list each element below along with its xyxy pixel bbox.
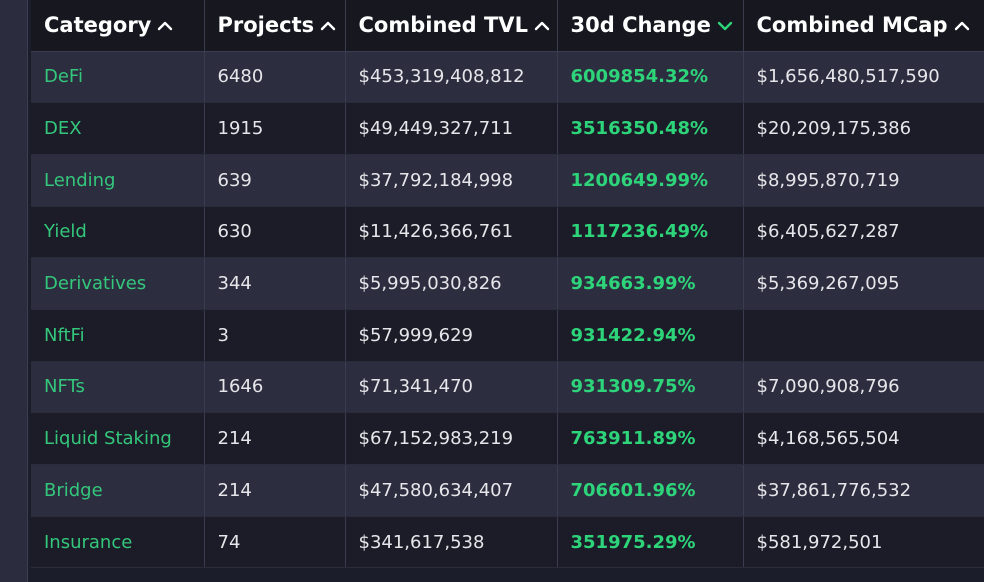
table-row[interactable]: DeFi 6480 $453,319,408,812 6009854.32% $1,65… xyxy=(31,51,984,104)
column-header-30d-change[interactable]: 30d Change xyxy=(557,0,744,52)
cell-projects: 3 xyxy=(204,309,346,362)
cell-category[interactable]: Insurance xyxy=(31,516,205,569)
left-rail xyxy=(0,0,28,582)
cell-combined-tvl: $67,152,983,219 xyxy=(345,412,558,465)
cell-projects: 630 xyxy=(204,206,346,259)
cell-projects: 214 xyxy=(204,412,346,465)
column-header-category[interactable]: Category xyxy=(31,0,205,52)
column-header-label: 30d Change xyxy=(570,13,711,38)
table-row[interactable]: Bridge 214 $47,580,634,407 706601.96% $37,86… xyxy=(31,464,984,517)
cell-30d-change: 931422.94% xyxy=(557,309,744,362)
cell-combined-mcap xyxy=(743,309,984,362)
cell-combined-tvl: $47,580,634,407 xyxy=(345,464,558,517)
cell-combined-mcap: $581,972,501 xyxy=(743,516,984,569)
cell-category[interactable]: Liquid Staking xyxy=(31,412,205,465)
cell-combined-tvl: $5,995,030,826 xyxy=(345,257,558,310)
cell-combined-mcap: $20,209,175,386 xyxy=(743,102,984,155)
table-row[interactable]: Insurance 74 $341,617,538 351975.29% $581,97… xyxy=(31,516,984,569)
chevron-up-icon[interactable] xyxy=(534,18,550,34)
cell-combined-tvl: $37,792,184,998 xyxy=(345,154,558,207)
cell-combined-mcap: $5,369,267,095 xyxy=(743,257,984,310)
cell-combined-mcap: $37,861,776,532 xyxy=(743,464,984,517)
cell-30d-change: 1200649.99% xyxy=(557,154,744,207)
cell-combined-tvl: $453,319,408,812 xyxy=(345,51,558,104)
cell-30d-change: 763911.89% xyxy=(557,412,744,465)
cell-projects: 344 xyxy=(204,257,346,310)
table-row[interactable]: NFTs 1646 $71,341,470 931309.75% $7,090,908,… xyxy=(31,361,984,414)
cell-30d-change: 6009854.32% xyxy=(557,51,744,104)
cell-combined-tvl: $49,449,327,711 xyxy=(345,102,558,155)
cell-combined-tvl: $341,617,538 xyxy=(345,516,558,569)
cell-projects: 214 xyxy=(204,464,346,517)
table-row[interactable]: NftFi 3 $57,999,629 931422.94% xyxy=(31,309,984,362)
cell-category[interactable]: Yield xyxy=(31,206,205,259)
header-row: Category Projects Combined TVL 30d Change Co… xyxy=(31,0,984,52)
categories-table: Category Projects Combined TVL 30d Change Co… xyxy=(31,0,984,569)
cell-category[interactable]: Lending xyxy=(31,154,205,207)
column-header-projects[interactable]: Projects xyxy=(204,0,346,52)
chevron-up-icon[interactable] xyxy=(320,18,336,34)
cell-projects: 1915 xyxy=(204,102,346,155)
cell-combined-mcap: $1,656,480,517,590 xyxy=(743,51,984,104)
cell-projects: 1646 xyxy=(204,361,346,414)
cell-combined-tvl: $11,426,366,761 xyxy=(345,206,558,259)
cell-category[interactable]: NftFi xyxy=(31,309,205,362)
cell-30d-change: 1117236.49% xyxy=(557,206,744,259)
column-header-combined-mcap[interactable]: Combined MCap xyxy=(743,0,984,52)
categories-table-container: Category Projects Combined TVL 30d Change Co… xyxy=(31,0,984,582)
cell-combined-mcap: $8,995,870,719 xyxy=(743,154,984,207)
cell-30d-change: 931309.75% xyxy=(557,361,744,414)
cell-30d-change: 706601.96% xyxy=(557,464,744,517)
table-body: DeFi 6480 $453,319,408,812 6009854.32% $1,65… xyxy=(31,51,984,569)
cell-category[interactable]: NFTs xyxy=(31,361,205,414)
table-row[interactable]: Lending 639 $37,792,184,998 1200649.99% $8,9… xyxy=(31,154,984,207)
cell-combined-mcap: $6,405,627,287 xyxy=(743,206,984,259)
chevron-down-icon[interactable] xyxy=(717,18,733,34)
cell-category[interactable]: DeFi xyxy=(31,51,205,104)
cell-projects: 639 xyxy=(204,154,346,207)
table-row[interactable]: DEX 1915 $49,449,327,711 3516350.48% $20,209… xyxy=(31,102,984,155)
table-row[interactable]: Yield 630 $11,426,366,761 1117236.49% $6,405… xyxy=(31,206,984,259)
column-header-combined-tvl[interactable]: Combined TVL xyxy=(345,0,558,52)
column-header-label: Projects xyxy=(217,13,315,38)
column-header-label: Category xyxy=(44,13,152,38)
cell-combined-tvl: $57,999,629 xyxy=(345,309,558,362)
column-header-label: Combined TVL xyxy=(358,13,528,38)
cell-combined-mcap: $4,168,565,504 xyxy=(743,412,984,465)
cell-30d-change: 351975.29% xyxy=(557,516,744,569)
cell-projects: 74 xyxy=(204,516,346,569)
cell-combined-mcap: $7,090,908,796 xyxy=(743,361,984,414)
column-header-label: Combined MCap xyxy=(756,13,948,38)
chevron-up-icon[interactable] xyxy=(954,18,970,34)
cell-combined-tvl: $71,341,470 xyxy=(345,361,558,414)
cell-30d-change: 934663.99% xyxy=(557,257,744,310)
cell-30d-change: 3516350.48% xyxy=(557,102,744,155)
cell-category[interactable]: DEX xyxy=(31,102,205,155)
cell-category[interactable]: Bridge xyxy=(31,464,205,517)
table-header: Category Projects Combined TVL 30d Change Co… xyxy=(31,0,984,52)
chevron-up-icon[interactable] xyxy=(157,18,173,34)
table-row[interactable]: Derivatives 344 $5,995,030,826 934663.99% $5… xyxy=(31,257,984,310)
cell-category[interactable]: Derivatives xyxy=(31,257,205,310)
table-row[interactable]: Liquid Staking 214 $67,152,983,219 763911.8… xyxy=(31,412,984,465)
cell-projects: 6480 xyxy=(204,51,346,104)
